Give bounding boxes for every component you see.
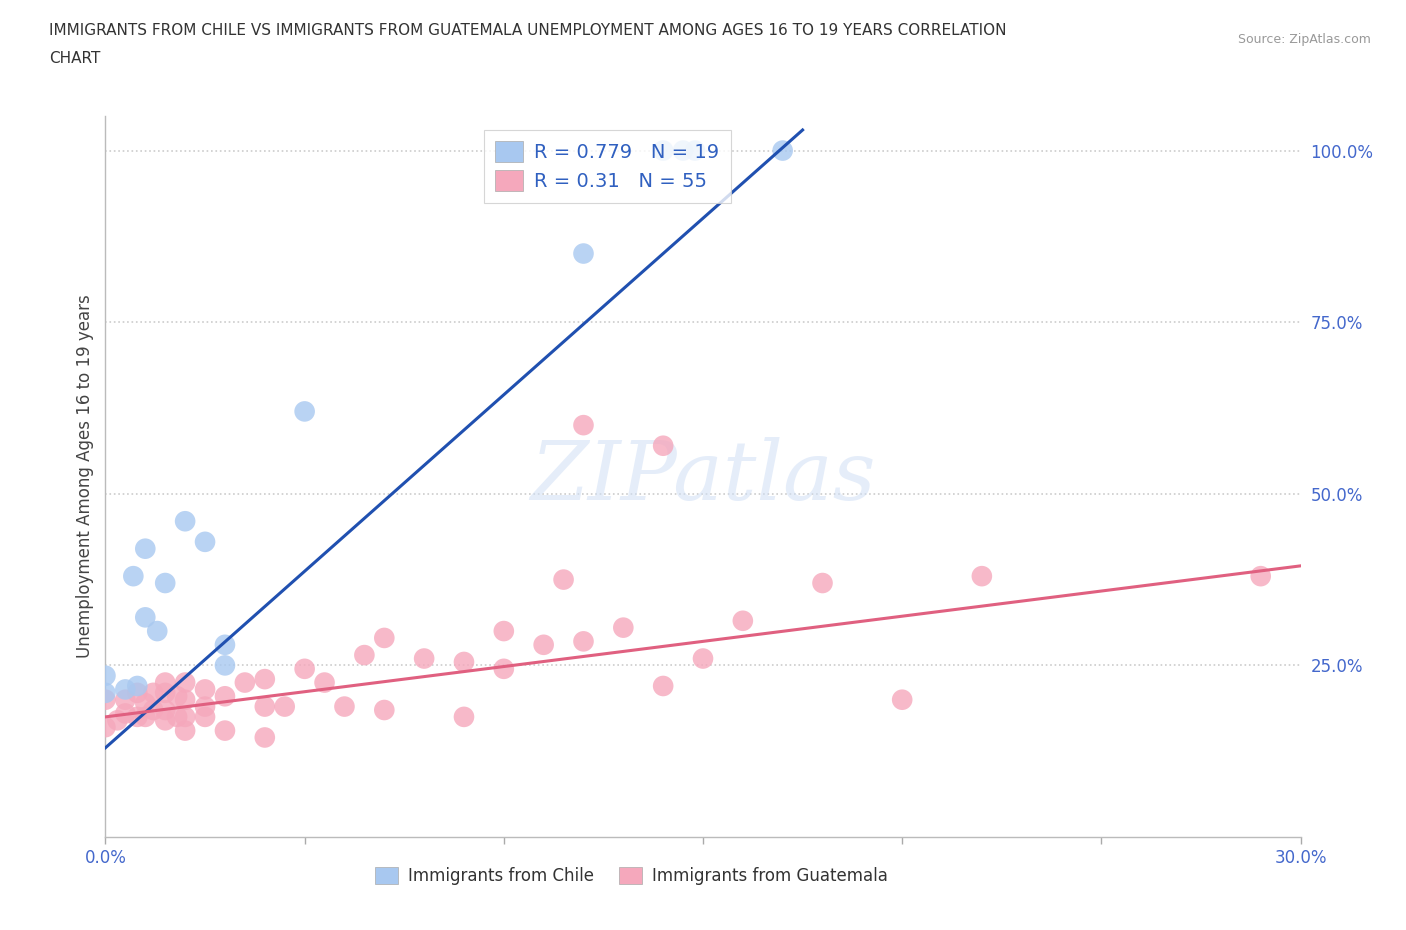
Point	[253, 699, 276, 714]
Text: ZIPatlas: ZIPatlas	[530, 436, 876, 517]
Point	[153, 713, 177, 728]
Point	[114, 692, 136, 707]
Point	[612, 620, 634, 635]
Point	[214, 724, 236, 738]
Point	[413, 651, 436, 666]
Point	[572, 418, 595, 432]
Point	[333, 699, 356, 714]
Point	[194, 699, 217, 714]
Point	[134, 710, 156, 724]
Point	[273, 699, 295, 714]
Point	[353, 647, 375, 662]
Point	[652, 143, 675, 158]
Point	[572, 246, 595, 261]
Point	[214, 637, 236, 652]
Point	[94, 669, 117, 684]
Text: IMMIGRANTS FROM CHILE VS IMMIGRANTS FROM GUATEMALA UNEMPLOYMENT AMONG AGES 16 TO: IMMIGRANTS FROM CHILE VS IMMIGRANTS FROM…	[49, 23, 1007, 38]
Point	[153, 702, 177, 717]
Point	[194, 710, 217, 724]
Point	[492, 624, 515, 639]
Point	[683, 143, 706, 158]
Point	[134, 696, 156, 711]
Y-axis label: Unemployment Among Ages 16 to 19 years: Unemployment Among Ages 16 to 19 years	[76, 295, 94, 658]
Point	[146, 624, 169, 639]
Point	[811, 576, 834, 591]
Point	[970, 569, 993, 584]
Point	[94, 720, 117, 735]
Point	[107, 713, 129, 728]
Point	[731, 614, 754, 629]
Point	[174, 710, 197, 724]
Point	[127, 710, 149, 724]
Text: CHART: CHART	[49, 51, 101, 66]
Point	[373, 702, 395, 717]
Point	[174, 513, 197, 528]
Point	[194, 535, 217, 550]
Point	[533, 637, 555, 652]
Point	[114, 706, 136, 721]
Point	[194, 682, 217, 697]
Point	[652, 679, 675, 694]
Point	[94, 685, 117, 700]
Point	[127, 685, 149, 700]
Point	[233, 675, 256, 690]
Point	[373, 631, 395, 645]
Point	[253, 730, 276, 745]
Point	[134, 541, 156, 556]
Point	[214, 689, 236, 704]
Point	[492, 661, 515, 676]
Point	[174, 675, 197, 690]
Point	[166, 710, 188, 724]
Point	[166, 689, 188, 704]
Point	[891, 692, 914, 707]
Point	[772, 143, 794, 158]
Point	[214, 658, 236, 672]
Point	[174, 724, 197, 738]
Point	[94, 692, 117, 707]
Point	[153, 576, 177, 591]
Point	[453, 710, 475, 724]
Point	[314, 675, 336, 690]
Point	[153, 685, 177, 700]
Point	[134, 610, 156, 625]
Point	[114, 682, 136, 697]
Point	[692, 651, 714, 666]
Point	[1250, 569, 1272, 584]
Point	[153, 675, 177, 690]
Point	[142, 702, 165, 717]
Point	[174, 692, 197, 707]
Point	[253, 671, 276, 686]
Text: Source: ZipAtlas.com: Source: ZipAtlas.com	[1237, 33, 1371, 46]
Point	[122, 569, 145, 584]
Point	[127, 679, 149, 694]
Point	[142, 685, 165, 700]
Point	[652, 438, 675, 453]
Point	[572, 634, 595, 649]
Point	[294, 661, 316, 676]
Point	[553, 572, 575, 587]
Point	[294, 404, 316, 418]
Legend: Immigrants from Chile, Immigrants from Guatemala: Immigrants from Chile, Immigrants from G…	[366, 858, 897, 894]
Point	[453, 655, 475, 670]
Point	[672, 143, 695, 158]
